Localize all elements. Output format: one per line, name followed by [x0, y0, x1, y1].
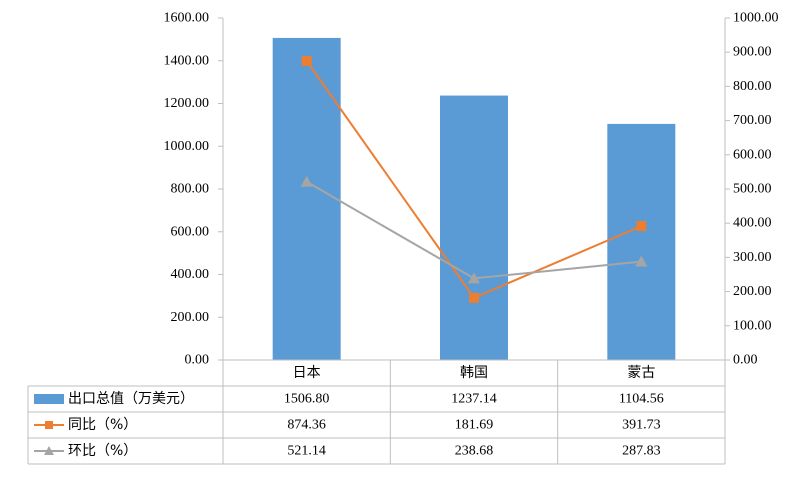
left-tick-label: 600.00: [171, 224, 210, 239]
square-marker: [301, 55, 312, 66]
table-cell-value: 1237.14: [451, 392, 497, 407]
bar-日本: [272, 37, 341, 360]
bar-韩国: [440, 95, 508, 360]
square-marker: [636, 221, 647, 232]
right-tick-label: 700.00: [733, 113, 772, 128]
category-label: 蒙古: [627, 365, 655, 381]
category-label: 日本: [293, 365, 321, 381]
square-marker: [469, 292, 479, 303]
right-axis-ticks: 0.00 100.00 200.00 300.00 400.00 500.00 600.00…: [725, 11, 779, 368]
category-label: 韩国: [460, 365, 488, 381]
table-cell-value: 181.69: [455, 418, 494, 433]
table-cell-value: 391.73: [622, 418, 661, 433]
legend-key-triangle: [44, 446, 54, 455]
table-cell-value: 1506.80: [284, 392, 330, 407]
left-tick-label: 1200.00: [164, 96, 210, 111]
right-tick-label: 100.00: [733, 318, 772, 333]
triangle-marker: [635, 255, 648, 267]
triangle-marker: [468, 272, 480, 284]
right-tick-label: 200.00: [733, 284, 772, 299]
bar-蒙古: [607, 123, 676, 360]
left-tick-label: 0.00: [185, 353, 210, 368]
table-cell-value: 1104.56: [619, 392, 664, 407]
table-cell-value: 521.14: [287, 444, 326, 459]
table-cell-value: 874.36: [287, 418, 326, 433]
left-tick-label: 1000.00: [164, 139, 210, 154]
triangle-marker: [300, 175, 313, 187]
right-tick-label: 300.00: [733, 250, 772, 265]
right-tick-label: 0.00: [733, 353, 758, 368]
left-tick-label: 400.00: [171, 267, 210, 282]
right-tick-label: 800.00: [733, 79, 772, 94]
left-axis-ticks: 0.00 200.00 400.00 600.00 800.00 1000.00 1200.…: [164, 11, 223, 368]
legend-label: 出口总值（万美元）: [68, 391, 194, 407]
bar-series: [272, 37, 676, 360]
left-tick-label: 1400.00: [164, 53, 210, 68]
line-series: [300, 55, 648, 303]
plot-frame: [222, 18, 726, 464]
right-tick-label: 600.00: [733, 147, 772, 162]
legend-label: 环比（%）: [68, 443, 137, 459]
legend-key-bar: [34, 394, 64, 404]
right-tick-label: 400.00: [733, 216, 772, 231]
table-cell-value: 238.68: [455, 444, 494, 459]
left-tick-label: 800.00: [171, 182, 210, 197]
legend-key-square: [45, 421, 53, 429]
right-tick-label: 500.00: [733, 182, 772, 197]
left-tick-label: 1600.00: [164, 11, 210, 26]
right-tick-label: 1000.00: [733, 11, 779, 26]
right-tick-label: 900.00: [733, 45, 772, 60]
legend-label: 同比（%）: [68, 417, 137, 433]
left-tick-label: 200.00: [171, 310, 210, 325]
table-cell-value: 287.83: [622, 444, 661, 459]
